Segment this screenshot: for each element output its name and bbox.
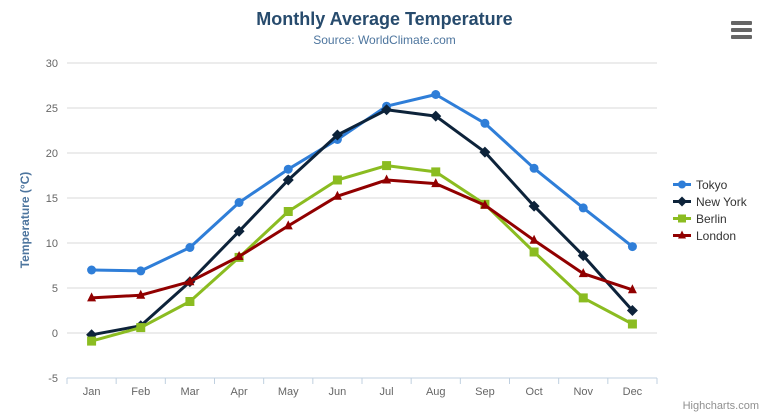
- marker-new-york-May[interactable]: [282, 174, 294, 186]
- y-axis-label: 5: [52, 283, 58, 295]
- chart-title: Monthly Average Temperature: [256, 9, 513, 29]
- legend-item-berlin[interactable]: Berlin: [673, 210, 747, 227]
- marker-london-Apr[interactable]: [234, 251, 244, 260]
- marker-new-york-Oct[interactable]: [528, 200, 540, 212]
- marker-new-york-Jun[interactable]: [331, 129, 343, 141]
- x-axis-label: Mar: [180, 386, 199, 398]
- y-axis-label: -5: [48, 373, 58, 385]
- marker-berlin-Mar[interactable]: [185, 297, 195, 306]
- marker-london-Sep[interactable]: [480, 199, 490, 209]
- marker-london-Nov[interactable]: [578, 268, 588, 278]
- marker-london-Jul[interactable]: [382, 174, 392, 184]
- series-line-london[interactable]: [90, 178, 634, 300]
- legend-marker-new-york[interactable]: [677, 196, 687, 207]
- marker-new-york-Aug[interactable]: [430, 110, 442, 122]
- marker-tokyo-Aug[interactable]: [431, 90, 441, 99]
- x-axis-label: Jan: [83, 386, 101, 398]
- marker-london-Aug[interactable]: [431, 178, 441, 188]
- series-line-berlin[interactable]: [90, 164, 634, 343]
- series-new-york: [86, 104, 638, 341]
- marker-tokyo-Mar[interactable]: [185, 243, 195, 252]
- legend-marker-berlin[interactable]: [678, 214, 686, 223]
- x-axis-label: Apr: [231, 386, 248, 398]
- legend-item-new-york[interactable]: New York: [673, 193, 747, 210]
- x-axis-label: Feb: [131, 386, 150, 398]
- hamburger-icon: [731, 28, 752, 32]
- marker-berlin-May[interactable]: [283, 207, 293, 216]
- legend-label: Tokyo: [696, 177, 728, 192]
- marker-new-york-Nov[interactable]: [577, 250, 589, 262]
- marker-new-york-Jul[interactable]: [381, 104, 393, 116]
- x-axis-label: Aug: [426, 386, 446, 398]
- hamburger-icon: [731, 35, 752, 39]
- x-axis-label: Nov: [573, 386, 593, 398]
- x-axis-label: Jun: [329, 386, 347, 398]
- y-axis-title: Temperature (°C): [18, 171, 32, 269]
- legend-square-icon: [673, 214, 691, 223]
- marker-new-york-Apr[interactable]: [233, 225, 245, 237]
- marker-new-york-Dec[interactable]: [626, 305, 638, 316]
- chart-subtitle: Source: WorldClimate.com: [313, 33, 456, 47]
- marker-london-Feb[interactable]: [136, 289, 146, 299]
- y-axis-label: 30: [46, 58, 58, 70]
- marker-berlin-Feb[interactable]: [136, 323, 146, 333]
- x-axis-label: Dec: [623, 386, 643, 398]
- hamburger-icon: [731, 21, 752, 25]
- marker-london-Dec[interactable]: [627, 284, 637, 294]
- y-axis-label: 20: [46, 148, 58, 160]
- marker-tokyo-Nov[interactable]: [578, 203, 588, 213]
- legend-diamond-icon: [673, 196, 691, 207]
- y-axis-label: 25: [46, 103, 58, 115]
- marker-berlin-Jul[interactable]: [382, 161, 392, 171]
- x-axis-label: May: [278, 386, 299, 398]
- y-axis-label: 15: [46, 193, 58, 205]
- series-tokyo: [87, 90, 637, 276]
- marker-london-May[interactable]: [283, 220, 293, 230]
- legend: Tokyo New York Berlin London: [673, 176, 747, 244]
- marker-berlin-Dec[interactable]: [627, 319, 637, 329]
- legend-item-london[interactable]: London: [673, 227, 747, 244]
- marker-tokyo-Apr[interactable]: [234, 198, 244, 207]
- y-axis-label: 0: [52, 328, 58, 340]
- marker-berlin-Oct[interactable]: [529, 247, 539, 257]
- marker-london-Jun[interactable]: [332, 190, 342, 200]
- marker-berlin-Nov[interactable]: [578, 293, 588, 303]
- legend-label: London: [696, 228, 737, 243]
- y-axis-label: 10: [46, 238, 58, 250]
- marker-tokyo-Dec[interactable]: [627, 242, 637, 252]
- series-line-new-york[interactable]: [90, 108, 634, 337]
- marker-london-Mar[interactable]: [185, 276, 195, 286]
- legend-label: New York: [696, 194, 747, 209]
- legend-triangle-icon: [673, 230, 691, 239]
- marker-london-Oct[interactable]: [529, 234, 539, 244]
- x-axis-label: Oct: [526, 386, 543, 398]
- marker-berlin-Jan[interactable]: [87, 336, 97, 346]
- marker-berlin-Aug[interactable]: [431, 167, 441, 177]
- legend-item-tokyo[interactable]: Tokyo: [673, 176, 747, 193]
- legend-circle-icon: [673, 180, 691, 189]
- marker-tokyo-Oct[interactable]: [529, 163, 539, 173]
- legend-marker-tokyo[interactable]: [678, 180, 686, 189]
- marker-tokyo-Sep[interactable]: [480, 118, 490, 128]
- highcharts-credit[interactable]: Highcharts.com: [682, 400, 759, 412]
- x-axis-label: Sep: [475, 386, 495, 398]
- marker-new-york-Sep[interactable]: [479, 146, 491, 158]
- marker-tokyo-Feb[interactable]: [136, 266, 146, 276]
- series-london: [87, 174, 637, 302]
- legend-label: Berlin: [696, 211, 727, 226]
- legend-marker-london[interactable]: [678, 230, 686, 239]
- marker-berlin-Jun[interactable]: [332, 175, 342, 185]
- marker-tokyo-May[interactable]: [283, 164, 293, 174]
- x-axis-label: Jul: [380, 386, 394, 398]
- marker-london-Jan[interactable]: [87, 292, 97, 302]
- marker-tokyo-Jan[interactable]: [87, 265, 97, 275]
- export-context-menu-button[interactable]: [731, 21, 755, 41]
